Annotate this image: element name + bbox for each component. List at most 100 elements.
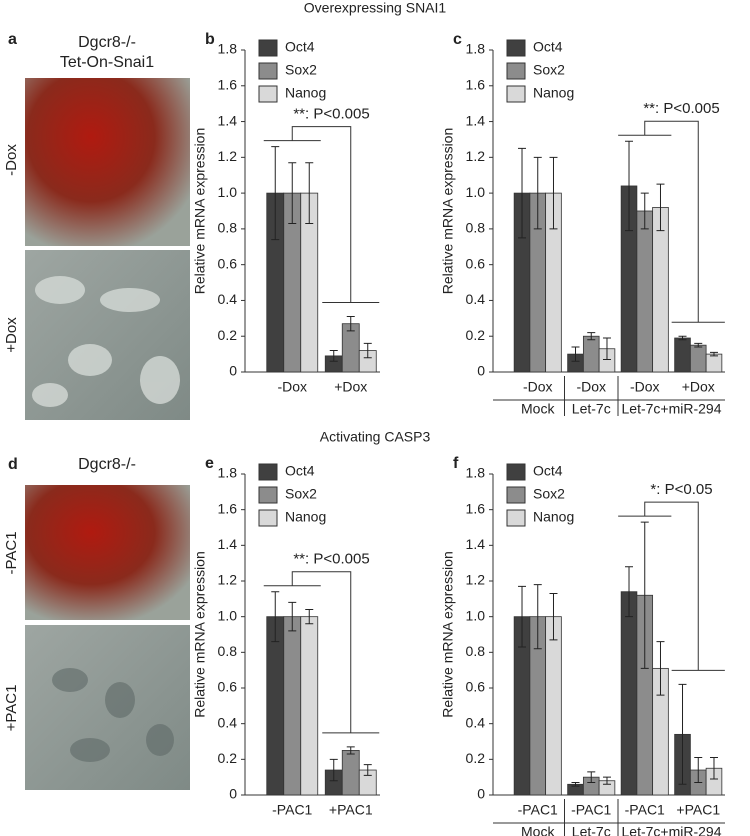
y-tick-label: 0.8 xyxy=(466,220,486,236)
bar xyxy=(300,616,319,796)
legend-swatch xyxy=(506,85,526,103)
y-tick-label: 0.8 xyxy=(218,643,238,659)
y-tick-label: 0 xyxy=(229,786,237,802)
panel-letter: c xyxy=(453,31,462,48)
image-label: +PAC1 xyxy=(3,685,20,732)
y-tick-label: 1.4 xyxy=(466,112,486,128)
x-tick-label: -Dox xyxy=(277,379,307,395)
error-bar xyxy=(625,566,634,618)
error-bar xyxy=(694,342,703,348)
panel-letter: e xyxy=(205,455,214,472)
micrograph xyxy=(25,485,190,620)
x-tick-label: -PAC1 xyxy=(518,802,558,818)
significance-label: **: P<0.005 xyxy=(293,106,369,123)
error-bar xyxy=(656,183,665,232)
legend-label: Nanog xyxy=(533,509,574,525)
y-tick-label: 1.8 xyxy=(466,465,486,481)
error-bar xyxy=(533,156,542,230)
y-tick-label: 0.8 xyxy=(466,643,486,659)
panel-caption: Dgcr8-/- xyxy=(78,456,136,473)
error-bar xyxy=(587,771,596,784)
bar xyxy=(652,207,669,373)
error-bar xyxy=(602,776,611,785)
legend-label: Sox2 xyxy=(285,486,317,502)
error-bar xyxy=(678,683,687,785)
error-bar xyxy=(271,591,280,643)
y-tick-label: 0.8 xyxy=(218,220,238,236)
error-bar xyxy=(640,192,649,230)
legend-swatch xyxy=(506,62,526,80)
error-bar xyxy=(678,335,687,341)
y-tick-label: 0.2 xyxy=(218,327,238,343)
y-axis-title: Relative mRNA expression xyxy=(192,128,208,295)
error-bar xyxy=(288,601,297,632)
legend-swatch xyxy=(258,85,278,103)
bar xyxy=(620,591,638,796)
error-bar xyxy=(346,316,355,332)
group-label: Let-7c+miR-294 xyxy=(622,401,722,417)
panel-letter: f xyxy=(453,455,459,472)
legend-swatch xyxy=(258,39,278,57)
y-tick-label: 1.4 xyxy=(218,536,238,552)
group-label: Mock xyxy=(521,401,555,417)
significance-label: *: P<0.05 xyxy=(650,481,712,498)
y-tick-label: 1.8 xyxy=(218,465,238,481)
y-tick-label: 1.2 xyxy=(218,148,238,164)
error-bar xyxy=(346,746,355,755)
y-tick-label: 1.4 xyxy=(218,112,238,128)
y-tick-label: 0.4 xyxy=(466,291,486,307)
legend-swatch xyxy=(258,509,278,527)
legend-label: Oct4 xyxy=(285,39,315,55)
bar xyxy=(636,210,654,373)
panel-caption: Dgcr8-/- xyxy=(78,34,136,51)
y-tick-label: 0.6 xyxy=(218,255,238,271)
x-tick-label: +PAC1 xyxy=(329,802,373,818)
error-bar xyxy=(656,641,665,696)
significance-label: **: P<0.005 xyxy=(293,551,369,568)
x-tick-label: -PAC1 xyxy=(625,802,665,818)
y-tick-label: 1.2 xyxy=(466,572,486,588)
y-tick-label: 0 xyxy=(229,363,237,379)
legend-label: Oct4 xyxy=(285,463,315,479)
legend-label: Sox2 xyxy=(533,486,565,502)
bar xyxy=(689,344,707,373)
legend-swatch xyxy=(506,509,526,527)
micrograph xyxy=(25,78,190,246)
section-title: Activating CASP3 xyxy=(320,429,431,445)
error-bar xyxy=(694,757,703,784)
x-tick-label: +Dox xyxy=(334,379,367,395)
error-bar xyxy=(363,764,372,776)
y-tick-label: 1.8 xyxy=(218,41,238,57)
error-bar xyxy=(625,140,634,232)
image-label: +Dox xyxy=(3,317,20,353)
error-bar xyxy=(329,758,338,782)
y-tick-label: 0.4 xyxy=(218,291,238,307)
error-bar xyxy=(305,609,314,625)
y-tick-label: 0.4 xyxy=(466,714,486,730)
bar xyxy=(674,337,691,373)
x-tick-label: -PAC1 xyxy=(272,802,312,818)
y-tick-label: 1.0 xyxy=(218,184,238,200)
significance-bracket xyxy=(263,126,380,304)
legend-label: Oct4 xyxy=(533,463,563,479)
legend-swatch xyxy=(506,463,526,481)
panel-caption: Tet-On-Snai1 xyxy=(60,54,154,71)
x-tick-label: -Dox xyxy=(630,379,660,395)
error-bar xyxy=(363,342,372,359)
group-label: Let-7c+miR-294 xyxy=(622,824,722,836)
error-bar xyxy=(571,346,580,362)
y-tick-label: 1.0 xyxy=(466,184,486,200)
y-tick-label: 0.2 xyxy=(466,327,486,343)
image-label: -PAC1 xyxy=(3,531,20,574)
error-bar xyxy=(640,521,649,669)
significance-bracket xyxy=(263,571,380,734)
y-tick-label: 1.2 xyxy=(466,148,486,164)
panel-letter: b xyxy=(205,31,215,48)
y-tick-label: 1.0 xyxy=(218,607,238,623)
error-bar xyxy=(305,162,314,225)
cell-shapes xyxy=(52,668,174,762)
x-tick-label: -Dox xyxy=(523,379,553,395)
legend-swatch xyxy=(506,486,526,504)
legend-label: Nanog xyxy=(533,85,574,101)
